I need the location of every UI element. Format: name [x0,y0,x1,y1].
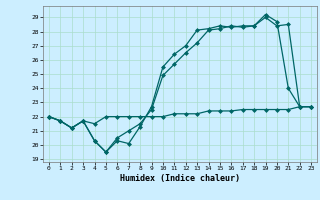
X-axis label: Humidex (Indice chaleur): Humidex (Indice chaleur) [120,174,240,183]
